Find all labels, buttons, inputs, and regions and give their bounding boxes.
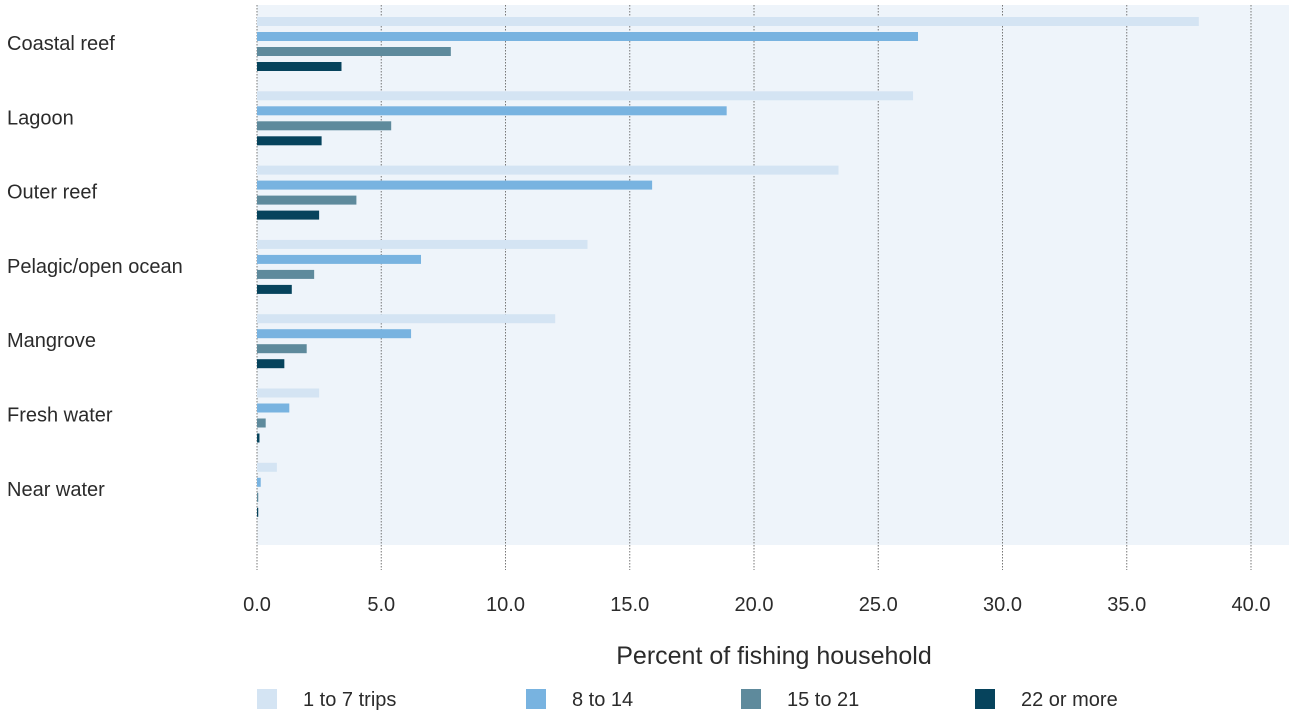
category-label: Pelagic/open ocean (7, 256, 183, 278)
x-tick-label: 15.0 (610, 594, 649, 616)
bar (257, 477, 261, 487)
plot-area (257, 5, 1289, 545)
bar (257, 388, 320, 398)
x-tick-label: 5.0 (367, 594, 395, 616)
x-tick-label: 30.0 (983, 594, 1022, 616)
x-tick-label: 10.0 (486, 594, 525, 616)
bar (257, 136, 322, 146)
category-label: Coastal reef (7, 33, 115, 55)
bar (257, 121, 392, 131)
bar (257, 492, 259, 502)
legend-swatch (975, 689, 995, 709)
bar (257, 195, 357, 205)
legend-swatch (741, 689, 761, 709)
x-axis-title: Percent of fishing household (616, 642, 932, 670)
bar (257, 507, 259, 517)
legend-label: 15 to 21 (787, 689, 859, 711)
legend-label: 8 to 14 (572, 689, 633, 711)
bar (257, 314, 556, 324)
x-tick-label: 35.0 (1107, 594, 1146, 616)
bar (257, 91, 914, 101)
category-label: Fresh water (7, 405, 113, 427)
legend: 1 to 7 trips 8 to 14 15 to 21 22 or more (257, 689, 1118, 711)
bar (257, 32, 919, 41)
bar (257, 165, 839, 175)
bar (257, 254, 422, 264)
bar (257, 344, 307, 354)
bar (257, 17, 1199, 26)
bar (257, 284, 292, 294)
bar (257, 359, 285, 369)
category-label: Near water (7, 479, 105, 501)
legend-swatch (257, 689, 277, 709)
bar (257, 239, 588, 249)
x-tick-label: 0.0 (243, 594, 271, 616)
bar (257, 462, 277, 472)
bar (257, 433, 260, 443)
bar (257, 329, 412, 339)
legend-swatch (526, 689, 546, 709)
x-tick-labels: 0.0 5.0 10.0 15.0 20.0 25.0 30.0 35.0 40.0 (243, 594, 1270, 616)
bars (257, 17, 1199, 517)
category-label: Lagoon (7, 107, 74, 129)
bar (257, 403, 290, 413)
category-label: Outer reef (7, 182, 97, 204)
bar (257, 106, 727, 116)
x-tick-label: 40.0 (1232, 594, 1271, 616)
bar (257, 62, 342, 71)
category-labels: Coastal reef Lagoon Outer reef Pelagic/open… (7, 33, 183, 501)
x-tick-label: 25.0 (859, 594, 898, 616)
x-tick-label: 20.0 (735, 594, 774, 616)
bar (257, 180, 653, 190)
category-label: Mangrove (7, 330, 96, 352)
bar (257, 47, 451, 56)
bar (257, 269, 315, 279)
legend-label: 1 to 7 trips (303, 689, 396, 711)
legend-label: 22 or more (1021, 689, 1118, 711)
bar (257, 210, 320, 220)
bar (257, 418, 266, 428)
